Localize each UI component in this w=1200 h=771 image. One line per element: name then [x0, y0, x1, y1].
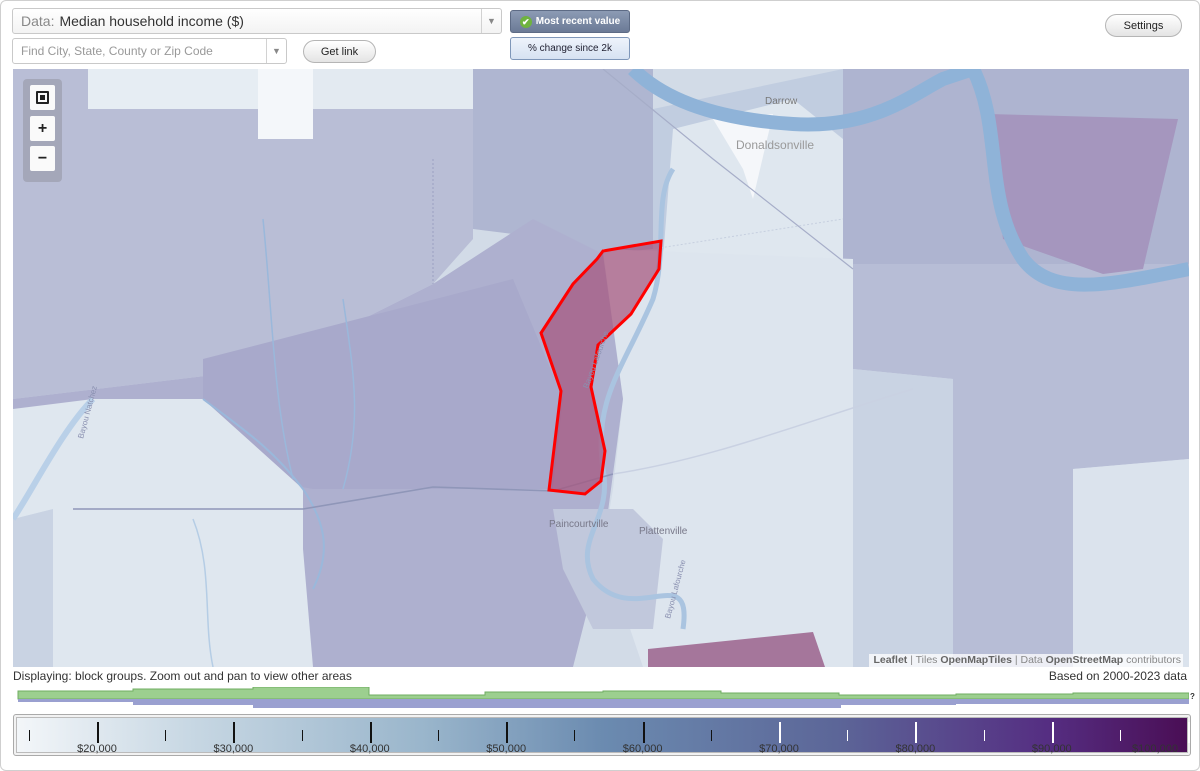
timeline-segment	[956, 699, 1189, 704]
color-legend: $20,000 $30,000 $40,000 $50,000 $60,000 $70,0…	[13, 714, 1191, 756]
legend-minor-tick	[1120, 730, 1121, 741]
legend-tick-label: $70,000	[759, 743, 799, 755]
most-recent-value-button[interactable]: ✔ Most recent value	[510, 10, 630, 33]
timeline-segment	[18, 699, 133, 702]
leaflet-link[interactable]: Leaflet	[873, 654, 908, 666]
label-donaldsonville: Donaldsonville	[736, 138, 814, 152]
attribution-text: | Tiles	[907, 654, 941, 666]
attribution-text: | Data	[1011, 654, 1046, 666]
fullscreen-icon	[36, 91, 49, 104]
timeline-segment	[133, 699, 253, 705]
data-range-note: Based on 2000-2023 data	[1048, 669, 1187, 683]
display-status: Displaying: block groups. Zoom out and p…	[13, 669, 352, 683]
legend-minor-tick	[983, 730, 985, 741]
map-view[interactable]: Darrow Donaldsonville Paincourtville Pla…	[13, 69, 1189, 667]
legend-tick-label: $90,000	[1031, 743, 1072, 755]
legend-minor-tick	[301, 730, 303, 741]
legend-tick-label: $100,000	[1132, 743, 1178, 755]
timeline-area	[17, 687, 1189, 700]
legend-minor-tick	[165, 730, 167, 741]
selected-block-group[interactable]	[539, 239, 663, 496]
timeline-segment	[253, 699, 369, 708]
legend-tick-label: $40,000	[349, 743, 390, 755]
openstreetmap-link[interactable]: OpenStreetMap	[1045, 654, 1124, 666]
location-search[interactable]: ▼	[12, 38, 287, 64]
legend-minor-tick	[710, 730, 712, 741]
legend-gradient-bar: $20,000 $30,000 $40,000 $50,000 $60,000 $70,0…	[16, 717, 1191, 755]
block-group-area	[203, 279, 563, 489]
chevron-down-icon[interactable]: ▼	[481, 9, 501, 33]
zoom-out-button[interactable]: −	[30, 146, 55, 171]
block-group-area	[13, 399, 313, 667]
attribution-text: contributors	[1123, 654, 1181, 666]
data-select-value: Median household income ($)	[59, 13, 244, 29]
legend-tick-label: $30,000	[213, 743, 254, 755]
stream	[202, 398, 325, 590]
timeline-chart[interactable]	[13, 687, 1189, 709]
stream	[262, 218, 294, 480]
settings-button[interactable]: Settings	[1105, 14, 1182, 37]
timeline-segment	[369, 699, 841, 708]
zoom-in-button[interactable]: +	[30, 116, 55, 141]
road	[612, 388, 914, 475]
legend-major-tick	[915, 722, 918, 743]
block-group-area	[853, 369, 953, 667]
block-group-area	[603, 249, 853, 667]
road	[602, 69, 854, 270]
legend-tick-label: $20,000	[77, 743, 117, 755]
map-attribution: Leaflet | Tiles OpenMapTiles | Data Open…	[869, 654, 1183, 667]
stream	[342, 298, 356, 490]
block-group-area	[13, 69, 473, 399]
get-link-button[interactable]: Get link	[303, 40, 376, 63]
legend-minor-tick	[847, 730, 849, 741]
block-group-area	[313, 69, 473, 109]
fullscreen-button[interactable]	[30, 85, 55, 110]
block-group-area	[988, 114, 1178, 274]
boundary	[652, 218, 844, 250]
legend-major-tick	[97, 722, 99, 743]
most-recent-value-label: Most recent value	[535, 16, 621, 27]
percent-change-button[interactable]: % change since 2k	[510, 37, 630, 60]
legend-major-tick	[779, 722, 781, 743]
block-group-area	[13, 509, 53, 667]
legend-major-tick	[233, 722, 236, 743]
chevron-down-icon[interactable]: ▼	[266, 39, 286, 63]
block-group-area	[853, 264, 1189, 667]
legend-tick-label: $80,000	[895, 743, 936, 755]
block-group-area	[648, 632, 825, 667]
legend-major-tick	[1051, 722, 1054, 743]
legend-tick-label: $50,000	[486, 743, 527, 755]
search-input[interactable]	[13, 39, 267, 63]
block-group-area	[1073, 459, 1189, 667]
openmaptiles-link[interactable]: OpenMapTiles	[940, 654, 1012, 666]
legend-major-tick	[506, 722, 509, 743]
timeline-segment	[841, 699, 956, 705]
legend-tick-label: $60,000	[622, 743, 663, 755]
zoom-control: + −	[23, 79, 62, 182]
legend-minor-tick	[438, 730, 439, 741]
legend-minor-tick	[574, 730, 576, 741]
legend-major-tick	[369, 722, 372, 743]
help-icon[interactable]: ?	[1190, 692, 1195, 701]
stream	[192, 518, 214, 667]
block-group-area	[258, 69, 313, 139]
mississippi-river	[628, 69, 976, 132]
mississippi-river	[966, 69, 1189, 292]
map-canvas[interactable]: Darrow Donaldsonville Paincourtville Pla…	[13, 69, 1189, 667]
percent-change-label: % change since 2k	[528, 43, 612, 54]
bayou-natchez	[13, 396, 96, 521]
legend-major-tick	[642, 722, 645, 743]
label-paincourtville: Paincourtville	[549, 519, 609, 530]
data-select[interactable]: Data: Median household income ($) ▼	[12, 8, 502, 34]
legend-minor-tick	[29, 730, 30, 741]
data-select-label: Data:	[21, 13, 55, 29]
checkmark-icon: ✔	[519, 15, 532, 28]
block-group-area	[473, 69, 653, 254]
block-group-area	[713, 114, 773, 199]
label-darrow: Darrow	[765, 96, 798, 107]
label-plattenville: Plattenville	[639, 526, 688, 537]
block-group-area	[88, 69, 258, 109]
legend-major-tick	[1188, 722, 1191, 743]
